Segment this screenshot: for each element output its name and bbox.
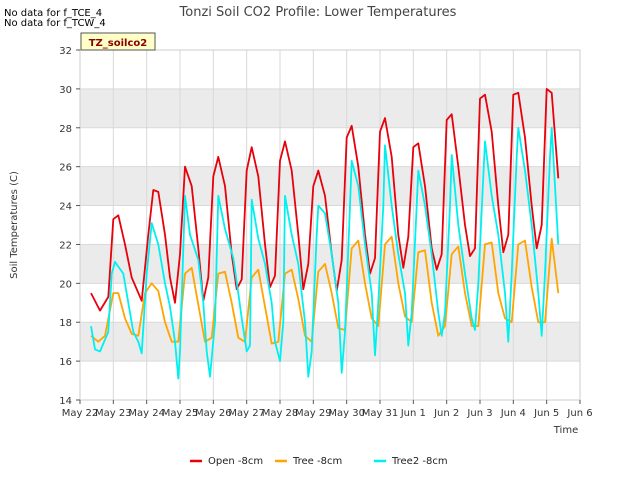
x-tick-label: May 27 [228,408,265,419]
x-tick-label: Jun 6 [566,408,592,419]
plot-frame [79,49,581,401]
y-tick-label: 30 [59,85,72,96]
x-axis-label: Time [553,425,578,436]
site-label-box: TZ_soilco2 [80,32,156,51]
x-tick-label: May 24 [128,408,165,419]
background-band [80,322,580,362]
x-tick-label: May 31 [362,408,399,419]
background-bands [80,88,580,362]
legend-label-2: Tree2 -8cm [391,456,448,467]
no-data-annotation-2: No data for f_TCW_4 [4,18,106,29]
x-tick-label: May 23 [95,408,132,419]
legend-label-1: Tree -8cm [292,456,342,467]
y-tick-label: 26 [59,163,72,174]
legend: Open -8cm Tree -8cm Tree2 -8cm [190,456,448,467]
y-tick-label: 16 [59,357,72,368]
x-tick-label: May 26 [195,408,232,419]
y-tick-label: 14 [59,396,72,407]
no-data-annotation-1: No data for f_TCE_4 [4,8,103,19]
background-band [80,244,580,284]
y-axis: 14 16 18 20 22 24 26 28 30 32 [59,46,80,407]
background-band [80,88,580,128]
y-tick-label: 22 [59,240,72,251]
y-axis-label: Soil Temperatures (C) [9,171,20,279]
x-tick-label: Jun 4 [500,408,526,419]
site-label-bg [80,32,156,51]
x-tick-label: May 30 [328,408,365,419]
y-tick-label: 24 [59,202,72,213]
x-tick-label: May 29 [295,408,332,419]
site-label: TZ_soilco2 [89,38,148,49]
chart-title: Tonzi Soil CO2 Profile: Lower Temperatur… [179,5,457,20]
x-tick-label: Jun 5 [533,408,559,419]
y-tick-label: 32 [59,46,72,57]
series-line-2 [90,126,560,380]
series-layer [90,88,560,380]
y-tick-label: 18 [59,318,72,329]
background-band [80,166,580,206]
series-line-1 [90,235,560,345]
x-tick-label: Jun 3 [466,408,492,419]
x-tick-label: May 28 [262,408,299,419]
y-tick-label: 28 [59,124,72,135]
y-tick-label: 20 [59,279,72,290]
legend-label-0: Open -8cm [208,456,263,467]
x-tick-label: Jun 1 [400,408,426,419]
x-tick-label: May 22 [62,408,99,419]
x-tick-label: May 25 [162,408,199,419]
x-tick-label: Jun 2 [433,408,459,419]
